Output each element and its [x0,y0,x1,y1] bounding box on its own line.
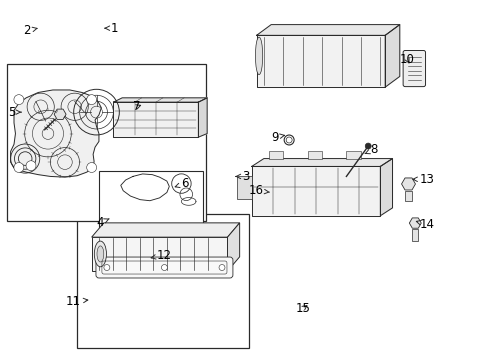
Ellipse shape [255,37,262,75]
Text: 14: 14 [415,218,434,231]
Polygon shape [380,158,392,216]
Text: 9: 9 [270,131,284,144]
Polygon shape [256,35,385,87]
Polygon shape [91,223,239,237]
Polygon shape [113,98,207,102]
Circle shape [26,161,36,171]
Bar [99,171,203,234]
Bar [404,191,412,201]
FancyBboxPatch shape [96,257,232,278]
Bar [307,151,322,158]
Circle shape [86,95,97,105]
Circle shape [161,265,167,270]
Circle shape [365,143,370,149]
Polygon shape [113,102,198,137]
Ellipse shape [97,246,103,262]
Bar [7,64,205,221]
Polygon shape [198,98,207,137]
Polygon shape [251,166,380,216]
Circle shape [103,265,110,270]
Text: 11: 11 [65,295,88,308]
Polygon shape [251,158,392,166]
Text: 3: 3 [236,170,249,183]
Text: 15: 15 [295,302,309,315]
Text: 6: 6 [175,177,188,190]
Bar [346,151,360,158]
Text: 5: 5 [8,105,21,119]
Text: 12: 12 [151,248,172,261]
Polygon shape [91,237,227,271]
Bar [237,176,251,199]
Text: 4: 4 [96,216,109,229]
Polygon shape [11,90,101,177]
Circle shape [86,162,97,172]
Bar [268,151,283,158]
Bar [411,229,417,241]
Text: 13: 13 [412,173,434,186]
Text: 10: 10 [399,53,414,66]
Polygon shape [385,24,399,87]
Circle shape [14,95,24,105]
FancyBboxPatch shape [402,50,425,87]
Text: 8: 8 [365,143,377,156]
Polygon shape [227,223,239,271]
Circle shape [14,162,24,172]
Text: 7: 7 [133,100,141,113]
Text: 2: 2 [23,24,37,37]
Polygon shape [256,24,399,35]
Text: 1: 1 [105,22,118,35]
Bar [77,214,249,348]
Ellipse shape [94,241,106,267]
Text: 16: 16 [248,184,269,197]
Circle shape [219,265,224,270]
